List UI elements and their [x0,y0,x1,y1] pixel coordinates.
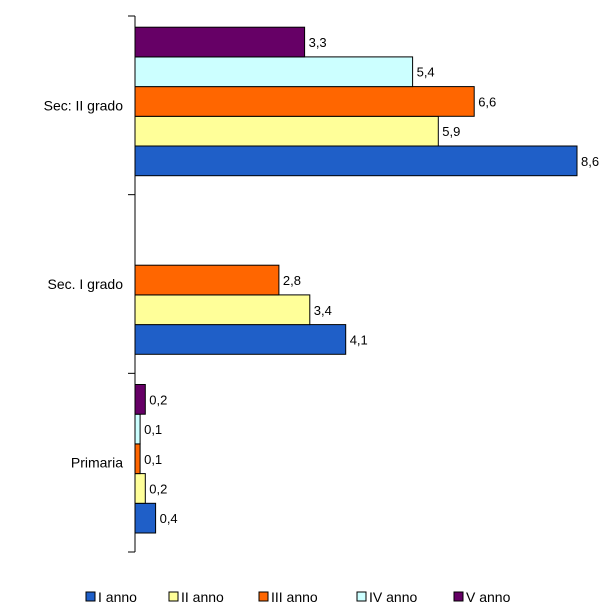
value-label-sec-ii-grado-v-anno: 3,3 [309,35,327,50]
legend-label-ii-anno: II anno [181,589,224,605]
bar-sec-i-grado-ii-anno [134,294,311,326]
legend-label-i-anno: I anno [98,589,137,605]
bar-sec-ii-grado-iv-anno [134,56,414,88]
legend-swatch-i-anno [85,591,96,602]
bar-primaria-iv-anno [134,413,141,445]
bar-sec-i-grado-i-anno [134,324,347,355]
value-label-sec-i-grado-iii-anno: 2,8 [283,273,301,288]
legend-label-iii-anno: III anno [271,589,318,605]
bar-sec-ii-grado-v-anno [134,26,306,58]
value-label-sec-ii-grado-ii-anno: 5,9 [442,124,460,139]
value-label-primaria-v-anno: 0,2 [149,392,167,407]
legend-swatch-ii-anno [168,591,179,602]
category-labels-group: Sec: II grado Sec. I grado Primaria [44,97,124,470]
bar-primaria-ii-anno [134,473,146,504]
bar-primaria-i-anno [134,502,157,534]
bar-sec-i-grado-iii-anno [134,264,280,296]
legend: I anno II anno III anno IV anno V anno [85,589,511,605]
value-label-sec-i-grado-ii-anno: 3,4 [314,303,332,318]
legend-label-iv-anno: IV anno [369,589,417,605]
value-label-sec-ii-grado-iv-anno: 5,4 [417,65,435,80]
bars-group [134,26,578,534]
value-label-sec-ii-grado-iii-anno: 6,6 [478,94,496,109]
value-label-sec-ii-grado-i-anno: 8,6 [581,154,599,169]
value-label-primaria-ii-anno: 0,2 [149,482,167,497]
value-label-primaria-iv-anno: 0,1 [144,422,162,437]
category-label-primaria: Primaria [71,455,123,471]
legend-swatch-v-anno [453,591,464,602]
value-labels-group: 8,6 5,9 6,6 5,4 3,3 4,1 3,4 2,8 0,4 0,2 0,1 0,1 0,2 [144,35,599,526]
bar-primaria-v-anno [134,384,146,415]
value-label-primaria-iii-anno: 0,1 [144,452,162,467]
legend-swatch-iii-anno [258,591,269,602]
category-axis [128,15,136,553]
category-label-sec-ii-grado: Sec: II grado [44,97,124,113]
bar-primaria-iii-anno [134,443,141,475]
category-label-sec-i-grado: Sec. I grado [48,276,124,292]
bar-sec-ii-grado-iii-anno [134,86,475,117]
legend-label-v-anno: V anno [466,589,511,605]
value-label-sec-i-grado-i-anno: 4,1 [350,333,368,348]
bar-sec-ii-grado-i-anno [134,145,578,177]
bar-sec-ii-grado-ii-anno [134,115,439,147]
legend-swatch-iv-anno [356,591,367,602]
value-label-primaria-i-anno: 0,4 [160,511,178,526]
